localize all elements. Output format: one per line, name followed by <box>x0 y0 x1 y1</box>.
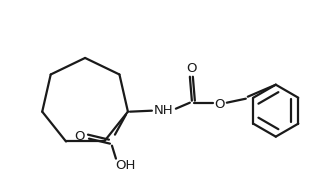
Text: O: O <box>75 130 85 143</box>
Text: O: O <box>215 98 225 111</box>
Text: OH: OH <box>116 159 136 172</box>
Text: O: O <box>186 62 197 75</box>
Text: NH: NH <box>154 104 174 117</box>
